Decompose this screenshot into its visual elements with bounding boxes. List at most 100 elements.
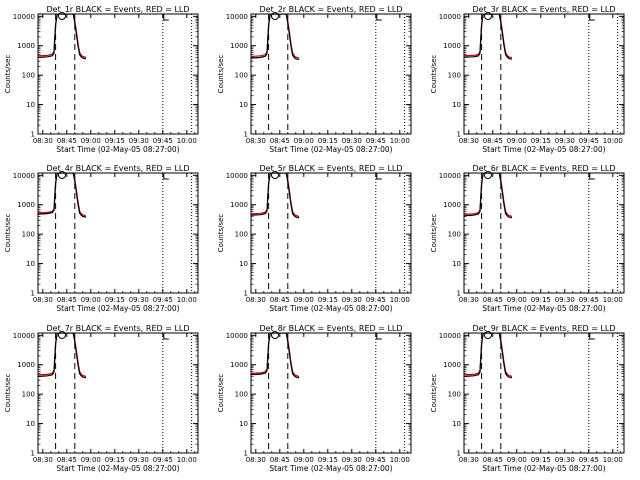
x-axis-label: Start Time (02-May-05 08:27:00): [269, 304, 392, 313]
detector-panel: 08:30 08:45 09:00 09:15 09:30 09:45 10:00 1 10 10…: [4, 324, 199, 473]
panel-title: Det_1r BLACK = Events, RED = LLD: [46, 5, 189, 14]
y-axis-label: Counts/sec: [217, 214, 225, 253]
series-events-line: [38, 333, 87, 379]
y-tick-label: 100: [448, 72, 461, 80]
x-tick-label: 09:15: [105, 456, 125, 464]
x-tick-label: 09:15: [531, 296, 551, 304]
y-tick-label: 1: [457, 131, 461, 139]
x-tick-label: 09:00: [81, 296, 101, 304]
y-tick-label: 1000: [230, 42, 248, 50]
x-tick-label: 08:30: [33, 456, 53, 464]
x-tick-label: 09:45: [366, 137, 386, 145]
x-tick-label: 09:45: [366, 456, 386, 464]
y-tick-label: 10000: [13, 13, 35, 21]
peak-marker-circle: [58, 331, 66, 339]
plot-frame: [250, 13, 412, 135]
x-tick-label: 09:45: [579, 456, 599, 464]
plot-frame: [250, 332, 412, 454]
bracket-marker: [163, 173, 169, 180]
series-events-line: [464, 173, 513, 219]
y-tick-label: 1: [31, 290, 35, 298]
y-tick-label: 10: [239, 420, 248, 428]
series-events-line: [464, 333, 513, 379]
detector-panel: 08:30 08:45 09:00 09:15 09:30 09:45 10:00 1 10 10…: [4, 164, 199, 313]
y-tick-label: 10000: [439, 13, 461, 21]
panel-title: Det_6r BLACK = Events, RED = LLD: [472, 164, 615, 173]
x-tick-label: 09:45: [153, 137, 173, 145]
plot-frame: [37, 13, 199, 135]
bracket-marker: [376, 173, 382, 180]
x-tick-label: 08:30: [246, 137, 266, 145]
x-tick-label: 09:30: [342, 456, 362, 464]
y-tick-label: 10: [239, 260, 248, 268]
x-tick-label: 09:45: [153, 456, 173, 464]
x-tick-label: 08:45: [57, 296, 77, 304]
panel-title: Det_4r BLACK = Events, RED = LLD: [46, 164, 189, 173]
y-tick-label: 10000: [13, 332, 35, 340]
x-tick-label: 10:00: [603, 456, 623, 464]
x-tick-label: 09:00: [507, 296, 527, 304]
bracket-marker: [589, 333, 595, 340]
x-tick-label: 10:00: [603, 296, 623, 304]
x-tick-label: 08:30: [33, 137, 53, 145]
series-events-line: [251, 173, 300, 219]
panel-title: Det_7r BLACK = Events, RED = LLD: [46, 324, 189, 333]
x-tick-label: 09:15: [318, 456, 338, 464]
x-tick-label: 09:00: [507, 456, 527, 464]
x-tick-label: 09:30: [555, 296, 575, 304]
x-tick-label: 09:00: [81, 456, 101, 464]
series-events-line: [38, 173, 87, 218]
y-axis-label: Counts/sec: [430, 374, 438, 413]
detector-panel: 08:30 08:45 09:00 09:15 09:30 09:45 10:00 1 10 10…: [430, 324, 625, 473]
peak-marker-circle: [271, 331, 279, 339]
panel-title: Det_3r BLACK = Events, RED = LLD: [472, 5, 615, 14]
x-tick-label: 09:30: [342, 137, 362, 145]
x-tick-label: 09:30: [129, 137, 149, 145]
series-events-line: [251, 14, 300, 61]
x-tick-label: 08:45: [270, 137, 290, 145]
y-tick-label: 1000: [17, 361, 35, 369]
x-tick-label: 09:45: [153, 296, 173, 304]
x-axis-label: Start Time (02-May-05 08:27:00): [482, 304, 605, 313]
y-tick-label: 10: [452, 420, 461, 428]
x-tick-label: 09:00: [81, 137, 101, 145]
x-axis-label: Start Time (02-May-05 08:27:00): [482, 145, 605, 154]
plot-frame: [463, 332, 625, 454]
x-tick-label: 08:45: [270, 296, 290, 304]
y-tick-label: 100: [235, 231, 248, 239]
y-tick-label: 1000: [230, 361, 248, 369]
y-tick-label: 1: [457, 450, 461, 458]
plot-frame: [463, 13, 625, 135]
x-tick-label: 08:30: [33, 296, 53, 304]
y-tick-label: 1: [244, 131, 248, 139]
x-tick-label: 09:15: [318, 296, 338, 304]
x-tick-label: 09:30: [555, 137, 575, 145]
y-tick-label: 1: [457, 290, 461, 298]
x-axis-label: Start Time (02-May-05 08:27:00): [56, 145, 179, 154]
bracket-marker: [376, 333, 382, 340]
x-tick-label: 08:45: [57, 456, 77, 464]
bracket-marker: [589, 173, 595, 180]
peak-marker-circle: [58, 171, 66, 179]
panel-title: Det_5r BLACK = Events, RED = LLD: [259, 164, 402, 173]
y-tick-label: 10: [26, 420, 35, 428]
y-axis-label: Counts/sec: [217, 55, 225, 94]
y-axis-label: Counts/sec: [217, 374, 225, 413]
x-tick-label: 10:00: [177, 296, 197, 304]
y-tick-label: 10000: [439, 332, 461, 340]
y-axis-label: Counts/sec: [4, 55, 12, 94]
peak-marker-circle: [271, 171, 279, 179]
y-tick-label: 10: [452, 101, 461, 109]
x-tick-label: 09:00: [507, 137, 527, 145]
y-axis-label: Counts/sec: [430, 55, 438, 94]
y-tick-label: 1000: [443, 42, 461, 50]
x-tick-label: 09:30: [129, 296, 149, 304]
x-tick-label: 09:30: [342, 296, 362, 304]
y-tick-label: 100: [22, 72, 35, 80]
bracket-marker: [376, 14, 382, 21]
detector-panel: 08:30 08:45 09:00 09:15 09:30 09:45 10:00 1 10 10…: [217, 5, 412, 154]
y-tick-label: 1: [244, 290, 248, 298]
series-events-line: [38, 14, 87, 60]
x-axis-label: Start Time (02-May-05 08:27:00): [56, 304, 179, 313]
